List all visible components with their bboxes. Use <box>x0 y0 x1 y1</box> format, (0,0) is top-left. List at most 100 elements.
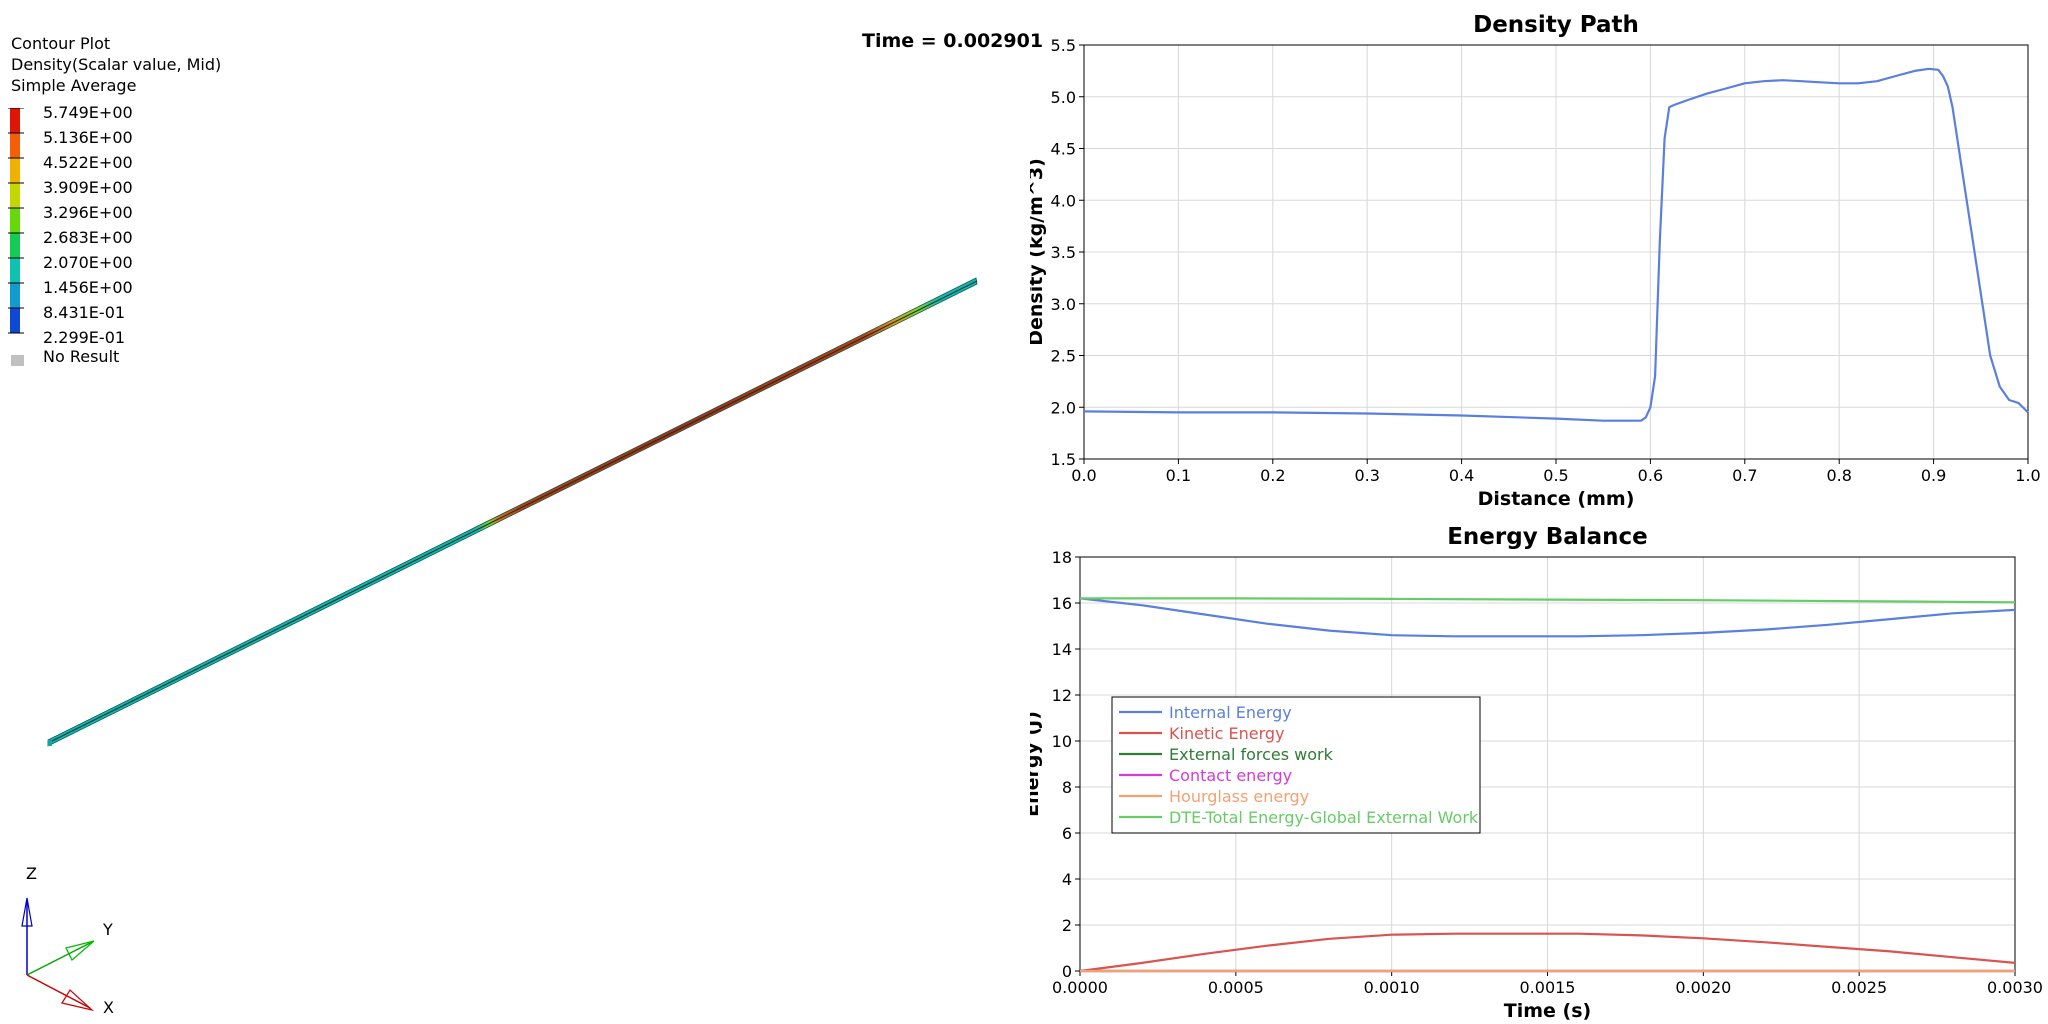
x-tick-label: 0.0000 <box>1052 978 1108 997</box>
x-tick-label: 0.0 <box>1071 466 1096 485</box>
colorbar-label: 4.522E+00 <box>43 153 133 172</box>
bar-edge <box>47 280 978 744</box>
axis-triad <box>21 897 95 1012</box>
y-tick-label: 2 <box>1062 916 1072 935</box>
triad-z-label: Z <box>26 864 37 883</box>
legend-entry: Internal Energy <box>1169 703 1292 722</box>
legend-entry: DTE-Total Energy-Global External Work <box>1169 808 1479 827</box>
time-readout: Time = 0.002901 <box>862 30 1044 52</box>
colorbar-band <box>10 133 20 158</box>
series-line <box>1079 597 2016 638</box>
y-tick-label: 14 <box>1052 640 1072 659</box>
series-line <box>1079 932 2016 973</box>
colorbar-band-shade <box>10 283 20 308</box>
x-tick-label: 0.4 <box>1449 466 1474 485</box>
triad-y-axis <box>26 941 93 976</box>
x-tick-label: 0.5 <box>1543 466 1568 485</box>
colorbar-band <box>10 158 20 183</box>
colorbar-label: 3.296E+00 <box>43 203 133 222</box>
y-tick-label: 8 <box>1062 778 1072 797</box>
legend-entry: Hourglass energy <box>1169 787 1309 806</box>
bar-end-face <box>48 740 52 746</box>
x-tick-label: 0.3 <box>1354 466 1379 485</box>
colorbar-label: 2.683E+00 <box>43 228 133 247</box>
y-tick-label: 0 <box>1062 962 1072 981</box>
chart-legend: Internal Energy Kinetic Energy External fo… <box>1111 696 1481 834</box>
triad-y-label: Y <box>103 920 113 939</box>
colorbar-band-shade <box>10 308 20 333</box>
colorbar-band-shade <box>10 258 20 283</box>
series-line <box>1080 597 2016 604</box>
legend-title: Contour Plot <box>11 34 111 53</box>
colorbar-band <box>10 258 20 283</box>
x-axis-label: Time (s) <box>1504 1000 1591 1022</box>
colorbar-band-shade <box>10 158 20 183</box>
y-tick-label: 6 <box>1062 824 1072 843</box>
x-axis-label: Distance (mm) <box>1478 488 1635 510</box>
x-tick-label: 0.8 <box>1826 466 1851 485</box>
colorbar-label: 3.909E+00 <box>43 178 133 197</box>
x-tick-label: 1.0 <box>2015 466 2040 485</box>
x-tick-label: 0.6 <box>1638 466 1663 485</box>
energy-balance-chart[interactable]: Energy Balance 0.0000 0.0005 0.0010 0.0015 0.… <box>1030 512 2048 1024</box>
no-result-swatch <box>11 355 24 366</box>
colorbar-band-shade <box>10 233 20 258</box>
bar-model[interactable] <box>0 0 1030 800</box>
x-tick-label: 0.0015 <box>1520 978 1576 997</box>
y-tick-label: 4.0 <box>1051 191 1076 210</box>
x-tick-label: 0.0025 <box>1831 978 1887 997</box>
colorbar-band <box>10 233 20 258</box>
triad-x-axis <box>26 974 91 1009</box>
y-tick-label: 16 <box>1052 594 1072 613</box>
series-line <box>1083 67 2029 422</box>
density-path-chart[interactable]: Density Path 0.0 0.1 0.2 0.3 0.4 0.5 0.6 0.7 0.8 0… <box>1030 0 2048 512</box>
y-axis-label: Density (kg/m^3) <box>1030 158 1047 346</box>
model-viewport[interactable]: Contour Plot Density(Scalar value, Mid) … <box>0 0 1043 1024</box>
y-tick-label: 3.0 <box>1051 295 1076 314</box>
x-tick-label: 0.2 <box>1260 466 1285 485</box>
colorbar-band <box>10 308 20 333</box>
colorbar-band <box>10 208 20 233</box>
y-tick-label: 10 <box>1052 732 1072 751</box>
colorbar-label: 1.456E+00 <box>43 278 133 297</box>
triad-y-arrow <box>65 940 95 961</box>
legend-entry: Contact energy <box>1169 766 1292 785</box>
y-tick-label: 4 <box>1062 870 1072 889</box>
colorbar-band-shade <box>10 183 20 208</box>
triad-x-label: X <box>103 998 114 1017</box>
y-axis-label: Energy (J) <box>1030 711 1043 817</box>
colorbar-label: 5.136E+00 <box>43 128 133 147</box>
x-tick-label: 0.0020 <box>1675 978 1731 997</box>
y-tick-label: 2.5 <box>1051 347 1076 366</box>
legend-entry: External forces work <box>1169 745 1334 764</box>
x-tick-label: 0.0005 <box>1208 978 1264 997</box>
triad-x-arrow <box>61 989 95 1012</box>
colorbar-label: 8.431E-01 <box>43 303 126 322</box>
y-tick-label: 5.5 <box>1051 36 1076 55</box>
y-tick-label: 5.0 <box>1051 88 1076 107</box>
x-tick-label: 0.1 <box>1166 466 1191 485</box>
y-tick-label: 4.5 <box>1051 140 1076 159</box>
y-tick-label: 1.5 <box>1051 450 1076 469</box>
colorbar-band-shade <box>10 208 20 233</box>
y-tick-label: 2.0 <box>1051 398 1076 417</box>
contour-colorbar <box>8 108 24 334</box>
legend-subtitle: Density(Scalar value, Mid) <box>11 55 222 74</box>
colorbar-label: 2.070E+00 <box>43 253 133 272</box>
x-tick-label: 0.7 <box>1732 466 1757 485</box>
colorbar-label: 2.299E-01 <box>43 328 126 347</box>
y-tick-label: 12 <box>1052 686 1072 705</box>
colorbar-band <box>10 283 20 308</box>
colorbar-band-shade <box>10 133 20 158</box>
x-tick-label: 0.0010 <box>1364 978 1420 997</box>
chart-title: Density Path <box>1473 12 1639 38</box>
legend-averaging: Simple Average <box>11 76 137 95</box>
colorbar-label: 5.749E+00 <box>43 103 133 122</box>
triad-z-arrow <box>21 897 33 927</box>
y-tick-label: 3.5 <box>1051 243 1076 262</box>
colorbar-band <box>10 183 20 208</box>
colorbar-band <box>10 108 20 133</box>
chart-title: Energy Balance <box>1447 524 1648 550</box>
colorbar-band-shade <box>10 108 20 133</box>
x-tick-label: 0.0030 <box>1987 978 2043 997</box>
